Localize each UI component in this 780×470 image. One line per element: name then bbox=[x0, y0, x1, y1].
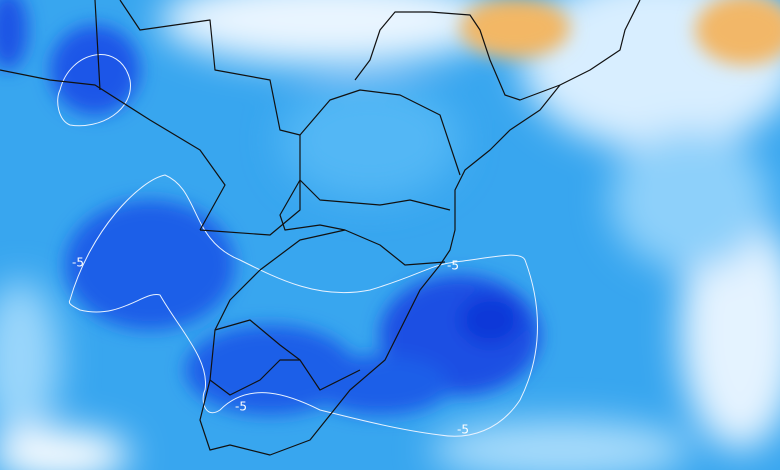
contour-label: -5 bbox=[72, 256, 84, 270]
borders bbox=[0, 0, 641, 456]
contour-label: -5 bbox=[235, 400, 247, 414]
contour-label: -5 bbox=[457, 423, 469, 437]
contour-label: -5 bbox=[447, 259, 459, 273]
contours bbox=[57, 54, 538, 437]
contour-labels: -5 -5 -5 -5 bbox=[72, 256, 469, 437]
